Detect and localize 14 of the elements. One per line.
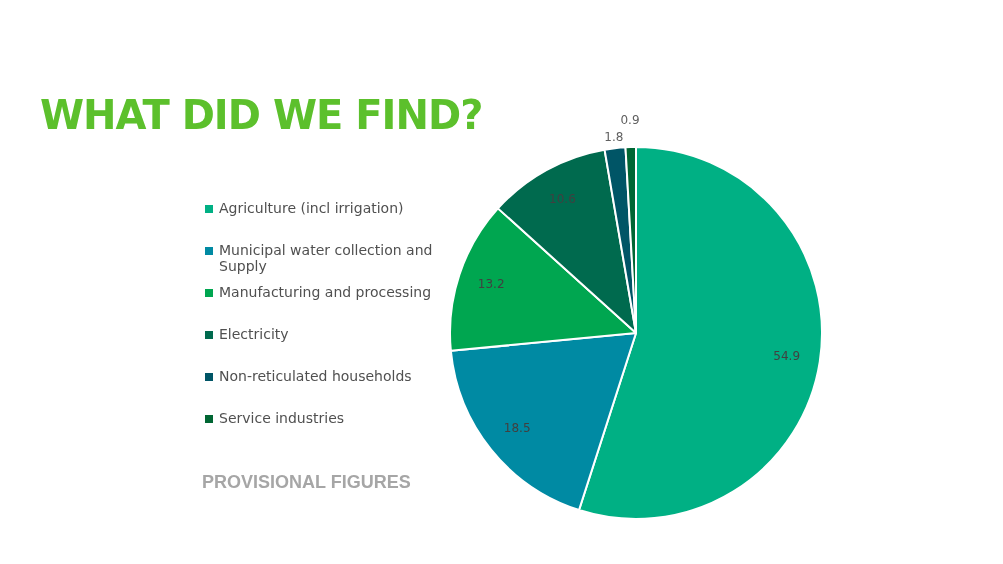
data-label: 10.6 [549, 191, 576, 206]
data-label: 0.9 [620, 113, 640, 128]
text: PROVISIONAL FIGURES [202, 472, 411, 493]
data-label: 18.5 [503, 420, 531, 435]
data-label: 54.9 [773, 348, 801, 363]
legend-label: Non-reticulated households [219, 368, 412, 384]
legend-label: Manufacturing and processing [219, 284, 432, 300]
legend-label: Service industries [219, 410, 345, 426]
legend-label: Electricity [219, 326, 289, 342]
legend-label: Municipal water collection and Supply [219, 242, 434, 274]
data-label: 13.2 [477, 277, 505, 292]
chart-title: WHAT DID WE FIND? [40, 92, 483, 138]
legend-label: Agriculture (incl irrigation) [219, 200, 404, 216]
data-label: 1.8 [604, 130, 624, 145]
